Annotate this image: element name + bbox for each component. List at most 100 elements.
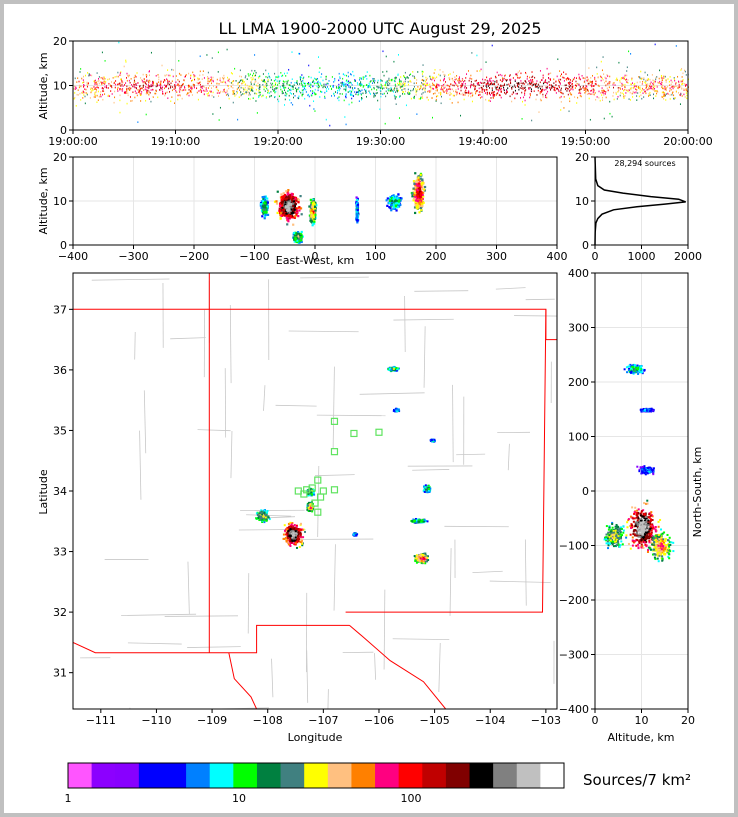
source-point [429,78,431,80]
source-point [413,95,415,98]
source-point [203,93,205,96]
source-point [492,94,494,97]
source-point [377,81,379,84]
source-point [372,79,374,82]
source-point [258,95,260,97]
source-point [516,92,518,95]
source-point [533,90,535,92]
source-point [325,87,327,90]
source-point [83,84,85,87]
source-point [466,73,468,75]
source-point [531,81,533,84]
source-point [360,93,362,96]
source-point [282,86,284,89]
source-point [594,76,596,79]
source-point [491,89,493,91]
source-point [396,87,398,90]
county-line [374,653,376,680]
source-point [490,80,492,82]
source-point [674,97,676,99]
source-point [654,87,656,90]
source-point [285,190,288,193]
time-tick-label: 20:00:00 [663,135,712,148]
source-point [558,85,560,87]
source-point [391,79,393,82]
source-point [514,80,516,82]
source-point [593,85,595,87]
source-point [605,84,607,86]
source-point [283,85,285,88]
source-point [155,90,157,92]
county-line [263,385,266,411]
source-point [388,89,390,92]
source-point [436,89,438,92]
source-point [487,82,489,85]
source-point [363,84,365,87]
source-point [338,83,340,86]
source-point [318,71,320,74]
source-point [686,94,688,97]
source-point [148,90,150,93]
source-point [142,80,144,83]
source-point [84,88,86,90]
source-point [429,91,431,94]
source-point [259,515,262,518]
county-line [333,544,336,611]
source-point [288,217,292,220]
source-point [444,83,446,85]
source-point [395,202,399,205]
source-point [674,79,676,82]
source-point [299,77,301,79]
source-point [147,92,149,94]
source-point [629,91,631,94]
source-point [250,81,252,83]
source-point [587,80,589,82]
source-point [177,94,179,97]
county-line [392,638,450,641]
source-point [437,83,439,86]
source-point [423,83,425,85]
source-point [98,95,100,98]
source-point [135,84,137,87]
source-point [302,85,304,87]
source-point [322,86,324,89]
source-point [569,97,571,100]
source-point [294,543,297,546]
source-point [397,197,400,200]
source-point [560,91,562,94]
source-point [482,82,484,84]
source-point [293,211,296,214]
source-point [178,84,180,87]
source-point [322,79,324,82]
source-point [555,84,557,86]
source-point [291,214,294,217]
source-point [285,91,287,94]
time-tick-label: 19:50:00 [561,135,610,148]
source-point [148,87,150,89]
source-point [517,82,519,85]
source-point [493,95,495,97]
source-point [645,92,647,95]
source-point [421,193,424,197]
source-point [297,198,300,202]
source-point [285,197,289,200]
source-point [152,80,154,83]
source-point [390,200,393,204]
county-line [383,589,386,670]
source-point [462,92,464,95]
source-point [474,88,476,90]
source-point [482,85,484,87]
source-point [180,74,182,76]
source-point [537,83,539,86]
source-point [279,79,281,82]
source-point [265,211,268,214]
source-point [664,88,666,91]
source-point [337,86,339,88]
source-point [626,78,628,81]
source-point [419,192,422,195]
source-point [191,86,193,88]
county-line [489,580,551,583]
source-point [298,545,301,548]
source-point [240,86,242,89]
source-point [608,81,610,84]
